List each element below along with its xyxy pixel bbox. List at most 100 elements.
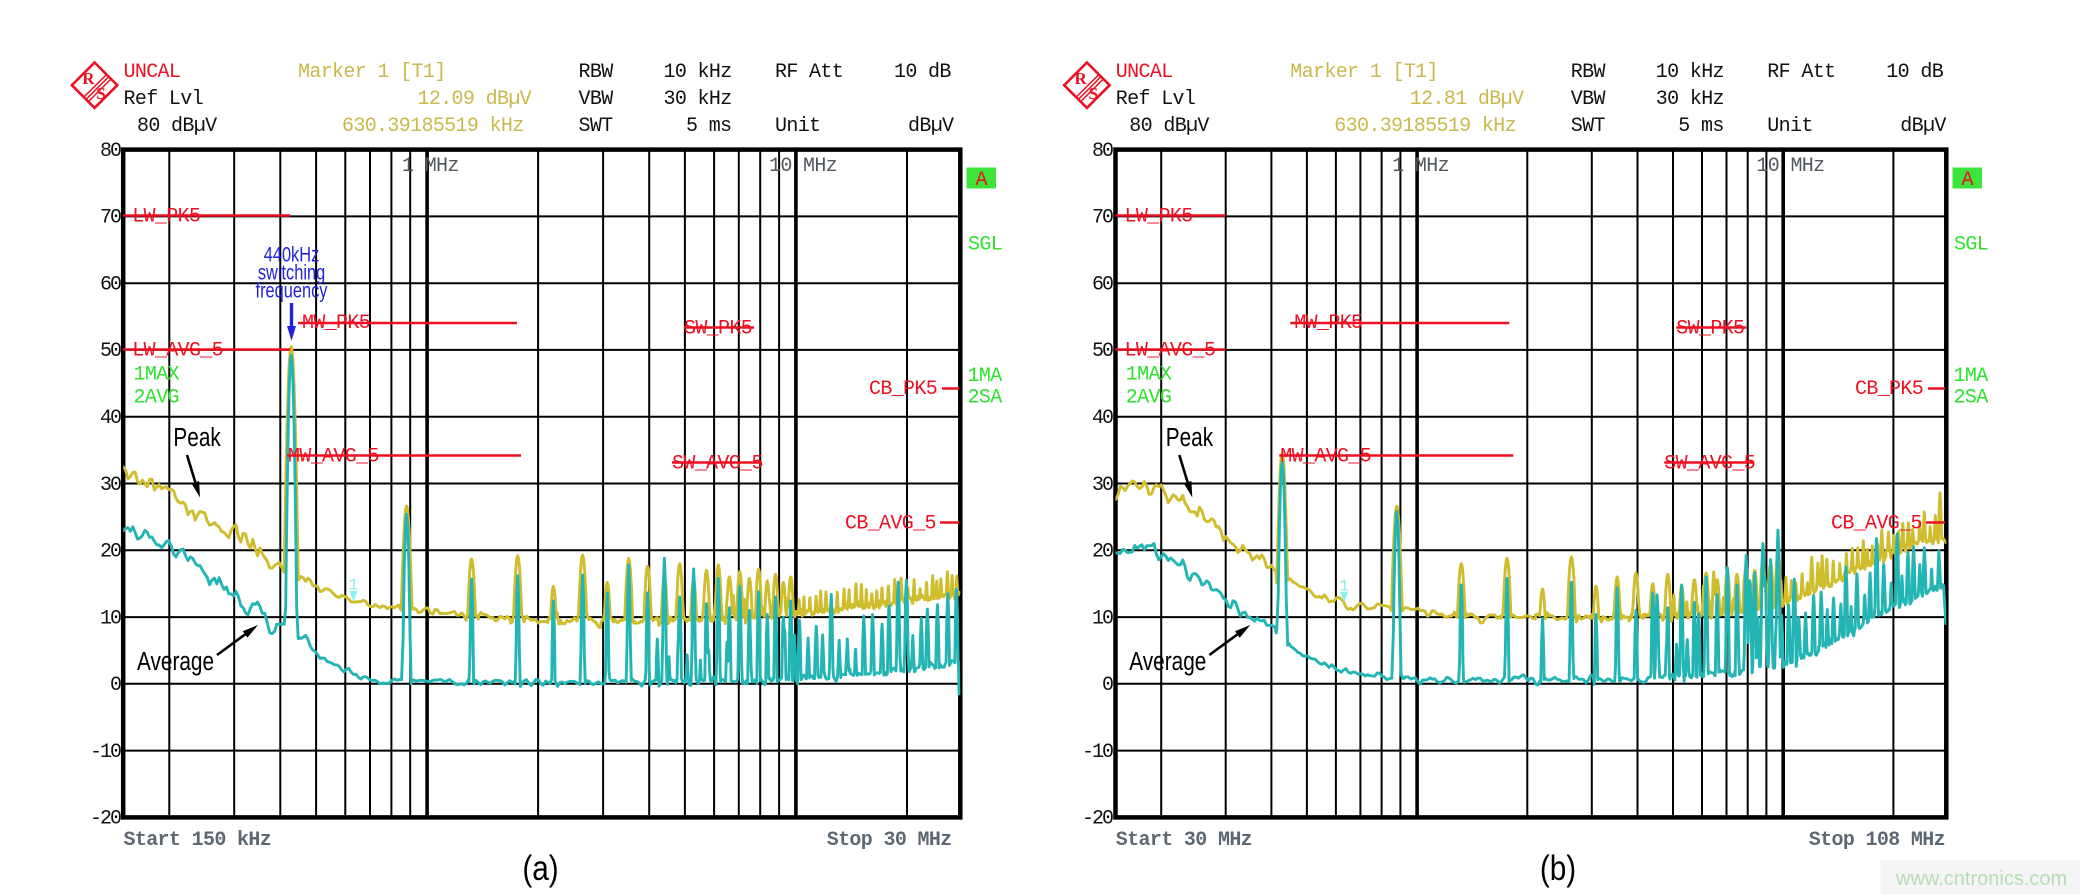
svg-text:MW_AVG_5: MW_AVG_5 — [288, 446, 379, 469]
svg-text:Unit: Unit — [775, 115, 820, 138]
svg-text:SW_AVG_5: SW_AVG_5 — [1664, 453, 1755, 476]
svg-text:Stop 30 MHz: Stop 30 MHz — [827, 829, 952, 852]
svg-text:switching: switching — [258, 261, 325, 284]
svg-text:10: 10 — [1092, 607, 1113, 630]
svg-text:1MA: 1MA — [968, 365, 1003, 388]
svg-text:RBW: RBW — [579, 61, 614, 84]
svg-text:MW_AVG_5: MW_AVG_5 — [1280, 446, 1371, 469]
svg-text:5 ms: 5 ms — [1678, 115, 1723, 138]
svg-text:CB_PK5: CB_PK5 — [869, 378, 937, 401]
svg-text:S: S — [1089, 84, 1098, 103]
svg-text:CB_AVG_5: CB_AVG_5 — [1831, 513, 1922, 536]
svg-text:Marker 1 [T1]: Marker 1 [T1] — [1290, 61, 1438, 84]
svg-text:30 kHz: 30 kHz — [1656, 88, 1724, 111]
svg-text:1: 1 — [348, 577, 358, 596]
svg-text:80 dBµV: 80 dBµV — [137, 115, 217, 138]
svg-text:10 MHz: 10 MHz — [769, 155, 837, 178]
svg-text:CB_PK5: CB_PK5 — [1855, 378, 1923, 401]
svg-text:Average: Average — [1129, 647, 1206, 676]
svg-text:20: 20 — [1092, 541, 1113, 564]
svg-text:dBµV: dBµV — [1900, 115, 1946, 138]
svg-text:SGL: SGL — [1954, 234, 1988, 257]
svg-text:LW_PK5: LW_PK5 — [132, 206, 200, 229]
svg-text:630.39185519 kHz: 630.39185519 kHz — [342, 115, 524, 138]
svg-text:80 dBµV: 80 dBµV — [1129, 115, 1209, 138]
svg-text:60: 60 — [1092, 274, 1113, 297]
svg-text:R: R — [1075, 69, 1088, 88]
svg-text:70: 70 — [1092, 207, 1113, 230]
svg-text:S: S — [96, 84, 105, 103]
svg-text:Ref Lvl: Ref Lvl — [1116, 88, 1195, 111]
svg-text:1MAX: 1MAX — [134, 364, 180, 387]
svg-text:50: 50 — [1092, 340, 1113, 363]
svg-text:Marker 1 [T1]: Marker 1 [T1] — [298, 61, 446, 84]
svg-text:30 kHz: 30 kHz — [664, 88, 732, 111]
svg-text:12.81 dBµV: 12.81 dBµV — [1410, 88, 1524, 111]
svg-text:1: 1 — [1339, 577, 1349, 596]
svg-text:RF Att: RF Att — [1767, 61, 1835, 84]
svg-text:Stop 108 MHz: Stop 108 MHz — [1809, 829, 1945, 852]
svg-text:30: 30 — [1092, 474, 1113, 497]
svg-text:80: 80 — [1092, 140, 1113, 163]
svg-text:-10: -10 — [90, 741, 121, 764]
svg-text:(b): (b) — [1540, 849, 1576, 888]
svg-text:1 MHz: 1 MHz — [1392, 155, 1449, 178]
svg-text:A: A — [1962, 169, 1974, 192]
svg-text:2SA: 2SA — [1954, 387, 1989, 410]
svg-text:80: 80 — [100, 140, 121, 163]
svg-text:60: 60 — [100, 274, 121, 297]
svg-text:CB_AVG_5: CB_AVG_5 — [845, 513, 936, 536]
svg-text:30: 30 — [100, 474, 121, 497]
svg-text:SW_PK5: SW_PK5 — [1676, 318, 1744, 341]
svg-text:40: 40 — [1092, 407, 1113, 430]
svg-text:20: 20 — [100, 541, 121, 564]
svg-text:440kHz: 440kHz — [264, 243, 320, 266]
svg-text:Peak: Peak — [173, 423, 221, 452]
svg-text:0: 0 — [1102, 674, 1113, 697]
svg-text:VBW: VBW — [579, 88, 614, 111]
svg-text:10 kHz: 10 kHz — [1656, 61, 1724, 84]
svg-text:MW_PK5: MW_PK5 — [302, 312, 370, 335]
svg-text:Start 30 MHz: Start 30 MHz — [1116, 829, 1252, 852]
svg-text:10 dB: 10 dB — [1886, 61, 1943, 84]
svg-text:630.39185519 kHz: 630.39185519 kHz — [1334, 115, 1516, 138]
svg-text:Unit: Unit — [1767, 115, 1812, 138]
svg-text:Average: Average — [137, 647, 214, 676]
svg-text:LW_AVG_5: LW_AVG_5 — [132, 340, 223, 363]
svg-text:0: 0 — [110, 674, 121, 697]
svg-text:RF Att: RF Att — [775, 61, 843, 84]
svg-text:-10: -10 — [1082, 741, 1113, 764]
svg-text:Ref Lvl: Ref Lvl — [124, 88, 203, 111]
svg-text:10 dB: 10 dB — [894, 61, 951, 84]
svg-text:SWT: SWT — [579, 115, 614, 138]
svg-text:-20: -20 — [1082, 808, 1113, 831]
svg-text:40: 40 — [100, 407, 121, 430]
svg-text:(a): (a) — [522, 849, 558, 888]
svg-text:50: 50 — [100, 340, 121, 363]
svg-text:12.09 dBµV: 12.09 dBµV — [418, 88, 532, 111]
svg-text:frequency: frequency — [256, 279, 328, 302]
svg-text:dBµV: dBµV — [908, 115, 954, 138]
svg-text:UNCAL: UNCAL — [124, 61, 181, 84]
svg-text:2AVG: 2AVG — [1126, 386, 1171, 409]
svg-text:www.cntronics.com: www.cntronics.com — [1895, 868, 2067, 890]
svg-text:LW_AVG_5: LW_AVG_5 — [1125, 340, 1216, 363]
svg-text:VBW: VBW — [1571, 88, 1606, 111]
svg-text:LW_PK5: LW_PK5 — [1125, 206, 1193, 229]
svg-text:2AVG: 2AVG — [134, 386, 179, 409]
svg-text:1MA: 1MA — [1954, 365, 1989, 388]
svg-text:70: 70 — [100, 207, 121, 230]
svg-text:2SA: 2SA — [968, 387, 1003, 410]
svg-text:1MAX: 1MAX — [1126, 364, 1172, 387]
svg-text:UNCAL: UNCAL — [1116, 61, 1173, 84]
svg-text:SWT: SWT — [1571, 115, 1606, 138]
svg-text:Start 150 kHz: Start 150 kHz — [124, 829, 272, 852]
svg-text:10: 10 — [100, 607, 121, 630]
svg-text:10 MHz: 10 MHz — [1756, 155, 1824, 178]
svg-text:SGL: SGL — [968, 234, 1002, 257]
svg-text:SW_PK5: SW_PK5 — [684, 318, 752, 341]
svg-text:MW_PK5: MW_PK5 — [1294, 312, 1362, 335]
svg-text:5 ms: 5 ms — [686, 115, 731, 138]
svg-text:SW_AVG_5: SW_AVG_5 — [672, 453, 763, 476]
svg-text:A: A — [976, 169, 988, 192]
